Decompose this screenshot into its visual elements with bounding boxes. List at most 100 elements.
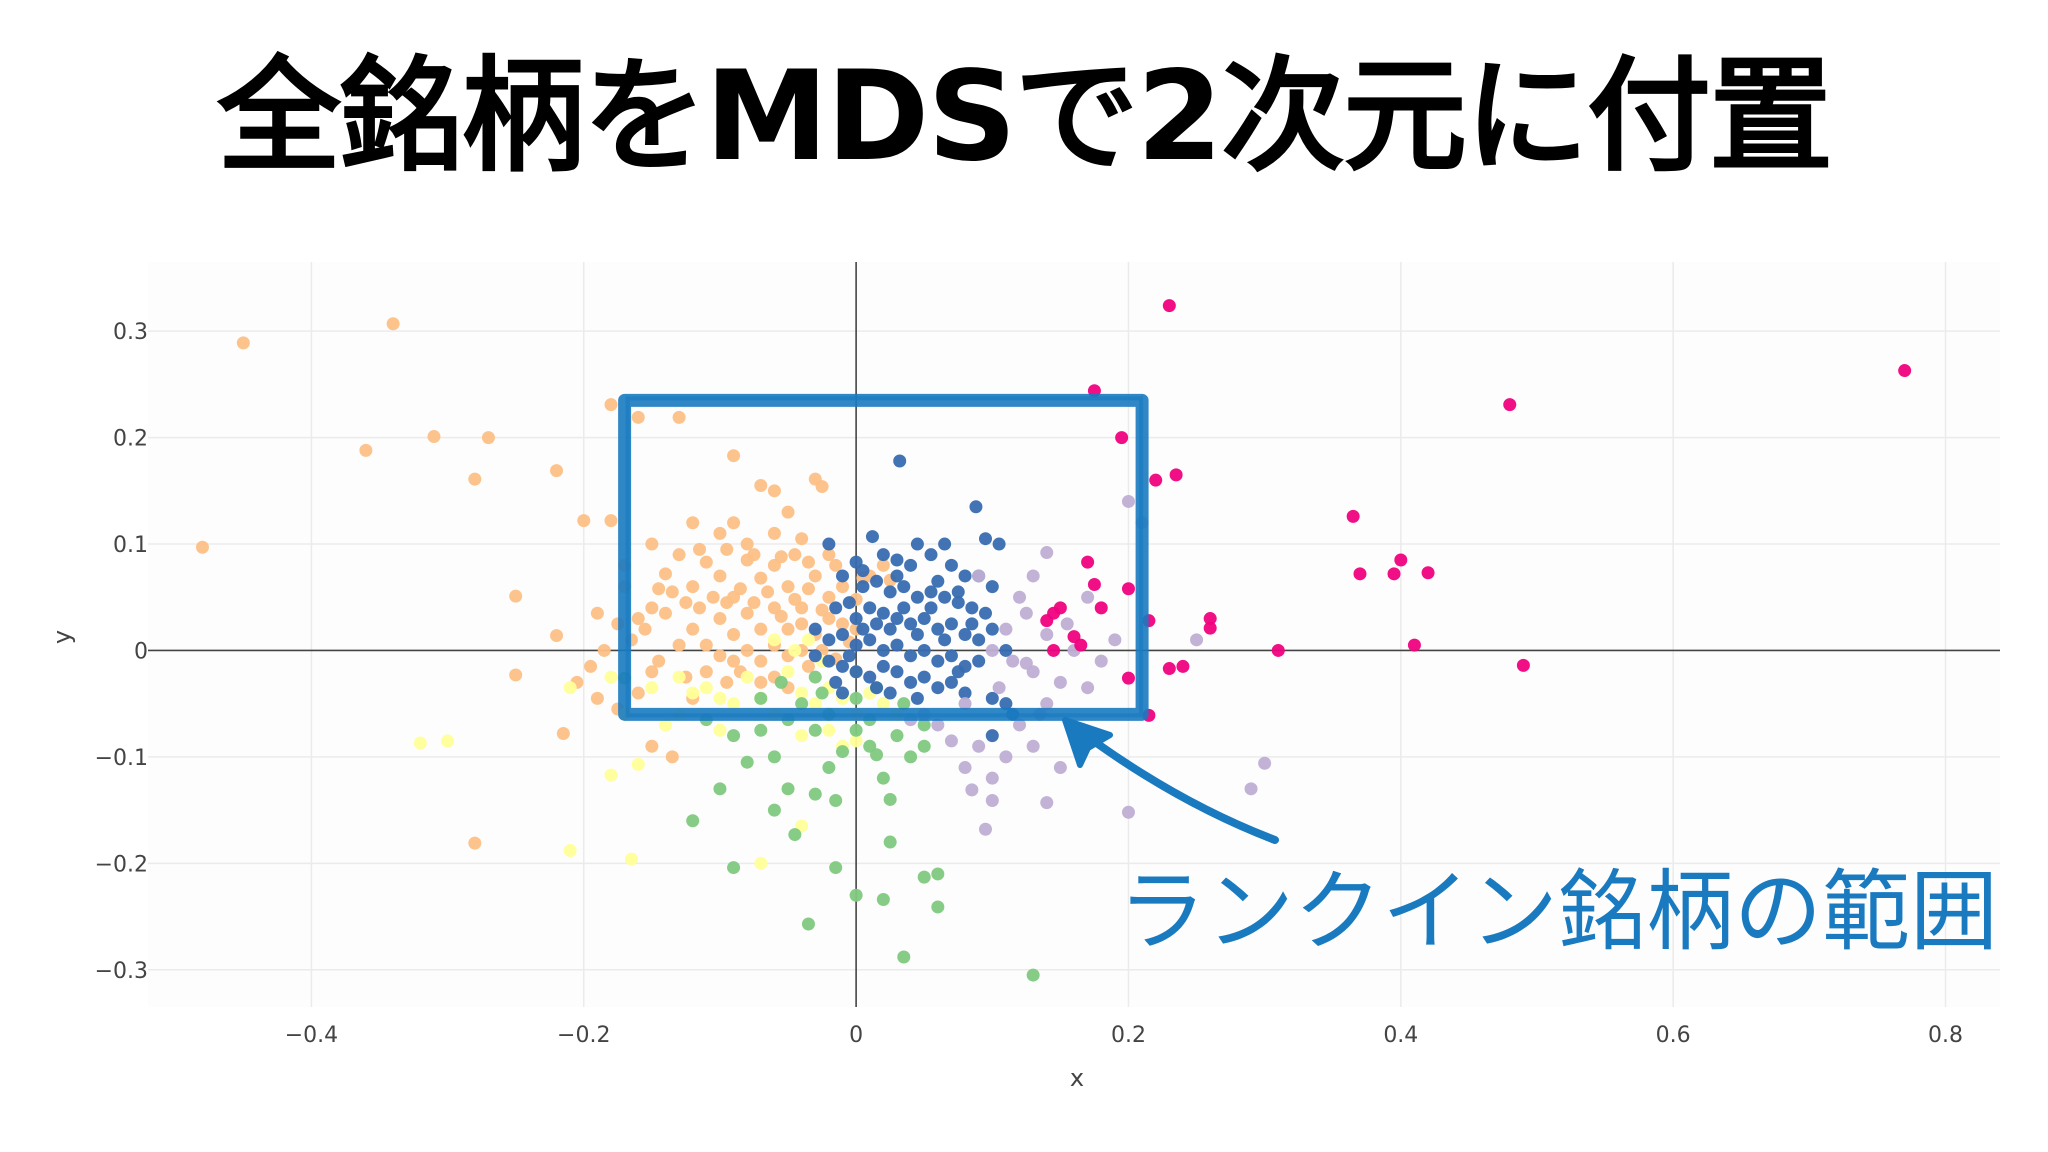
data-point <box>1271 643 1285 657</box>
data-point <box>781 580 795 594</box>
data-point <box>876 771 890 785</box>
data-point <box>754 571 768 585</box>
data-point <box>740 537 754 551</box>
data-point <box>999 750 1013 764</box>
data-point <box>890 638 904 652</box>
data-point <box>679 596 693 610</box>
data-point <box>999 643 1013 657</box>
data-point <box>985 729 999 743</box>
data-point <box>808 569 822 583</box>
data-point <box>883 585 897 599</box>
data-point <box>699 681 713 695</box>
data-point <box>876 659 890 673</box>
data-point <box>1115 431 1129 445</box>
data-point <box>550 464 564 478</box>
data-point <box>904 617 918 631</box>
data-point <box>836 628 849 641</box>
data-point <box>795 697 809 711</box>
data-point <box>550 629 564 643</box>
data-point <box>1121 805 1135 819</box>
data-point <box>897 950 911 964</box>
data-point <box>836 745 849 759</box>
data-point <box>631 686 645 700</box>
data-point <box>754 479 768 492</box>
data-point <box>767 750 781 764</box>
data-point <box>1026 739 1040 753</box>
data-point <box>686 622 700 636</box>
data-point <box>720 542 734 556</box>
data-point <box>938 537 952 551</box>
data-point <box>958 628 972 641</box>
data-point <box>944 734 958 748</box>
data-point <box>767 633 781 647</box>
data-point <box>815 480 829 494</box>
data-point <box>917 612 931 626</box>
x-tick-label: 0.8 <box>1928 1023 1963 1048</box>
data-point <box>672 670 686 684</box>
data-point <box>944 675 958 689</box>
highlight-overlay <box>618 393 1279 844</box>
data-point <box>1258 756 1272 770</box>
data-point <box>1047 643 1061 657</box>
x-tick-label: −0.4 <box>285 1023 338 1048</box>
data-point <box>931 900 945 914</box>
data-point <box>665 750 679 764</box>
data-point <box>481 431 495 445</box>
axes: −0.4 −0.2 0 0.2 0.4 0.6 0.8 0.3 0.2 0.1 0 −0.1 −0.2 −… <box>95 262 2000 1048</box>
y-tick-label: −0.1 <box>95 746 148 771</box>
data-point <box>563 681 577 695</box>
data-point <box>876 697 890 711</box>
data-point <box>890 612 904 626</box>
data-point <box>781 505 795 519</box>
x-tick-label: 0.2 <box>1111 1023 1146 1048</box>
data-point <box>413 736 427 750</box>
data-point <box>863 670 877 684</box>
x-axis-title: x <box>1070 1064 1084 1092</box>
data-point <box>1421 566 1435 580</box>
data-point <box>1094 654 1108 668</box>
data-point <box>958 697 972 711</box>
data-point <box>836 580 849 594</box>
y-axis-title: y <box>48 630 76 644</box>
data-point <box>897 697 911 711</box>
data-point <box>924 548 938 562</box>
data-point <box>870 617 884 631</box>
data-point <box>822 654 836 668</box>
data-point <box>781 782 795 796</box>
data-point <box>1108 633 1122 647</box>
data-point <box>767 484 781 498</box>
data-point <box>652 654 666 668</box>
data-point <box>972 633 986 647</box>
data-point <box>815 603 829 617</box>
data-point <box>808 723 822 737</box>
data-point <box>686 814 700 828</box>
data-point <box>1026 968 1040 982</box>
data-point <box>1060 617 1074 631</box>
data-point <box>658 606 672 620</box>
data-point <box>829 794 843 808</box>
data-point <box>870 681 884 695</box>
data-point <box>733 582 747 596</box>
data-point <box>563 844 577 858</box>
data-point <box>624 852 638 866</box>
data-point <box>829 558 843 572</box>
data-point <box>645 681 659 695</box>
data-point <box>1121 671 1135 685</box>
data-point <box>713 691 727 705</box>
data-point <box>590 691 604 705</box>
data-point <box>686 580 700 594</box>
data-point <box>713 612 727 626</box>
data-point <box>359 443 373 457</box>
data-point <box>727 628 741 641</box>
data-point <box>1203 621 1217 635</box>
data-point <box>972 569 986 583</box>
data-point <box>893 454 907 468</box>
data-point <box>910 537 924 551</box>
data-point <box>645 601 659 615</box>
data-point <box>665 585 679 599</box>
data-point <box>740 606 754 620</box>
data-point <box>727 449 741 463</box>
data-point <box>944 558 958 572</box>
data-point <box>727 654 741 668</box>
data-point <box>747 548 761 562</box>
